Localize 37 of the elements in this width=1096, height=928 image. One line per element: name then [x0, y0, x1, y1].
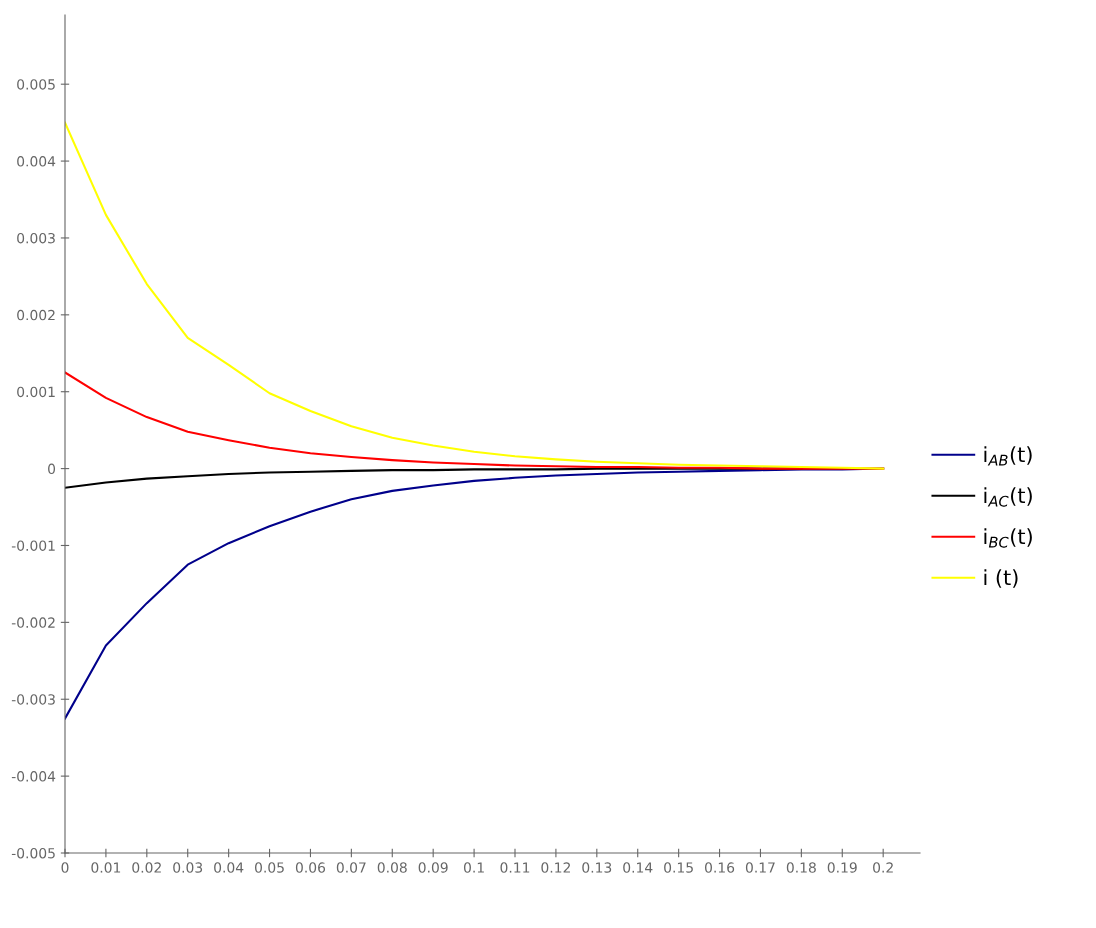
y-tick-label: -0.004 — [11, 771, 56, 782]
x-tick-label: 0.13 — [582, 862, 612, 873]
y-tick-label: -0.003 — [11, 694, 55, 705]
x-tick-label: 0.09 — [418, 862, 448, 873]
legend-label: i (t) — [984, 569, 1018, 588]
x-tick-label: 0.04 — [214, 862, 244, 873]
y-tick-label: 0.003 — [17, 232, 55, 244]
x-tick-label: 0.08 — [377, 862, 407, 873]
x-tick-label: 0.07 — [336, 862, 366, 873]
y-tick-label: -0.005 — [11, 847, 55, 859]
x-tick-label: 0.14 — [623, 862, 653, 873]
x-tick-label: 0.1 — [463, 862, 484, 873]
y-tick-label: 0.001 — [17, 386, 55, 398]
x-tick-label: 0.2 — [873, 862, 893, 873]
x-tick-label: 0.01 — [91, 862, 121, 873]
x-tick-label: 0.11 — [500, 862, 530, 873]
x-tick-label: 0.05 — [255, 862, 284, 873]
y-tick-label: -0.002 — [11, 617, 55, 628]
legend-label: i$_{AB}$(t) — [984, 446, 1032, 466]
x-tick-label: 0.03 — [173, 862, 203, 873]
y-tick-label: 0 — [48, 463, 56, 475]
legend-label: i$_{AC}$(t) — [984, 487, 1032, 507]
x-tick-label: 0.06 — [295, 862, 326, 873]
line-series — [65, 121, 885, 470]
x-tick-label: 0.19 — [827, 862, 857, 873]
y-tick-label: 0.002 — [17, 309, 55, 321]
x-tick-label: 0.17 — [745, 862, 775, 873]
y-tick-label: 0.004 — [17, 156, 56, 167]
y-tick-label: 0.005 — [17, 79, 55, 90]
x-tick-label: 0.02 — [132, 862, 161, 873]
x-tick-label: 0.12 — [541, 862, 570, 873]
legend-label: i$_{BC}$(t) — [984, 528, 1032, 548]
y-tick-label: -0.001 — [11, 540, 55, 551]
x-tick-label: 0.15 — [664, 862, 693, 873]
x-tick-label: 0.18 — [786, 862, 816, 873]
x-tick-label: 0 — [61, 862, 69, 873]
x-tick-label: 0.16 — [705, 862, 735, 873]
